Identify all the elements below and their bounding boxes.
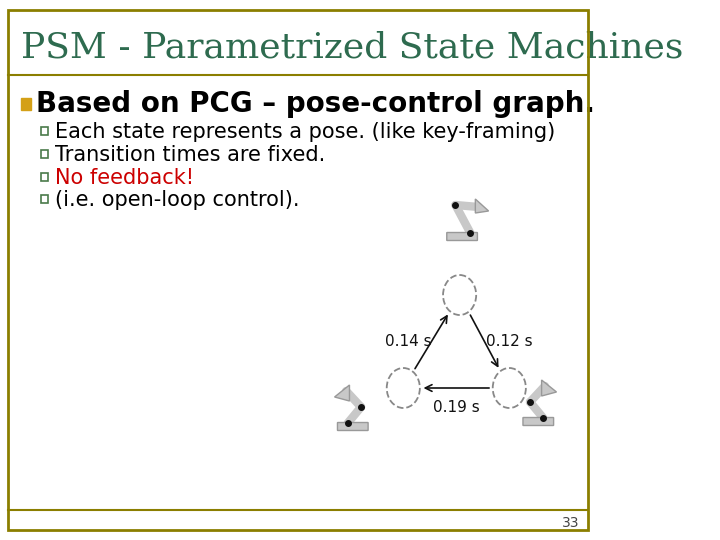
Polygon shape (541, 380, 557, 396)
Bar (42, 173, 48, 181)
Bar (42, 127, 48, 135)
Text: Based on PCG – pose-control graph.: Based on PCG – pose-control graph. (37, 90, 595, 118)
Text: 0.19 s: 0.19 s (433, 401, 480, 415)
Text: 0.12 s: 0.12 s (486, 334, 533, 349)
Text: Each state represents a pose. (like key-framing): Each state represents a pose. (like key-… (55, 122, 555, 142)
Polygon shape (335, 385, 349, 401)
Text: Transition times are fixed.: Transition times are fixed. (55, 145, 325, 165)
FancyBboxPatch shape (447, 233, 477, 240)
Bar (42, 150, 48, 158)
Circle shape (443, 275, 476, 315)
Text: PSM - Parametrized State Machines: PSM - Parametrized State Machines (21, 31, 683, 65)
FancyBboxPatch shape (523, 417, 554, 426)
Circle shape (492, 368, 526, 408)
Text: 0.14 s: 0.14 s (385, 334, 431, 349)
Polygon shape (475, 199, 489, 213)
Text: 33: 33 (562, 516, 580, 530)
Text: No feedback!: No feedback! (55, 168, 194, 188)
Text: (i.e. open-loop control).: (i.e. open-loop control). (55, 190, 299, 210)
Circle shape (387, 368, 420, 408)
Bar (21, 98, 31, 110)
Bar (42, 195, 48, 203)
FancyBboxPatch shape (338, 422, 368, 430)
